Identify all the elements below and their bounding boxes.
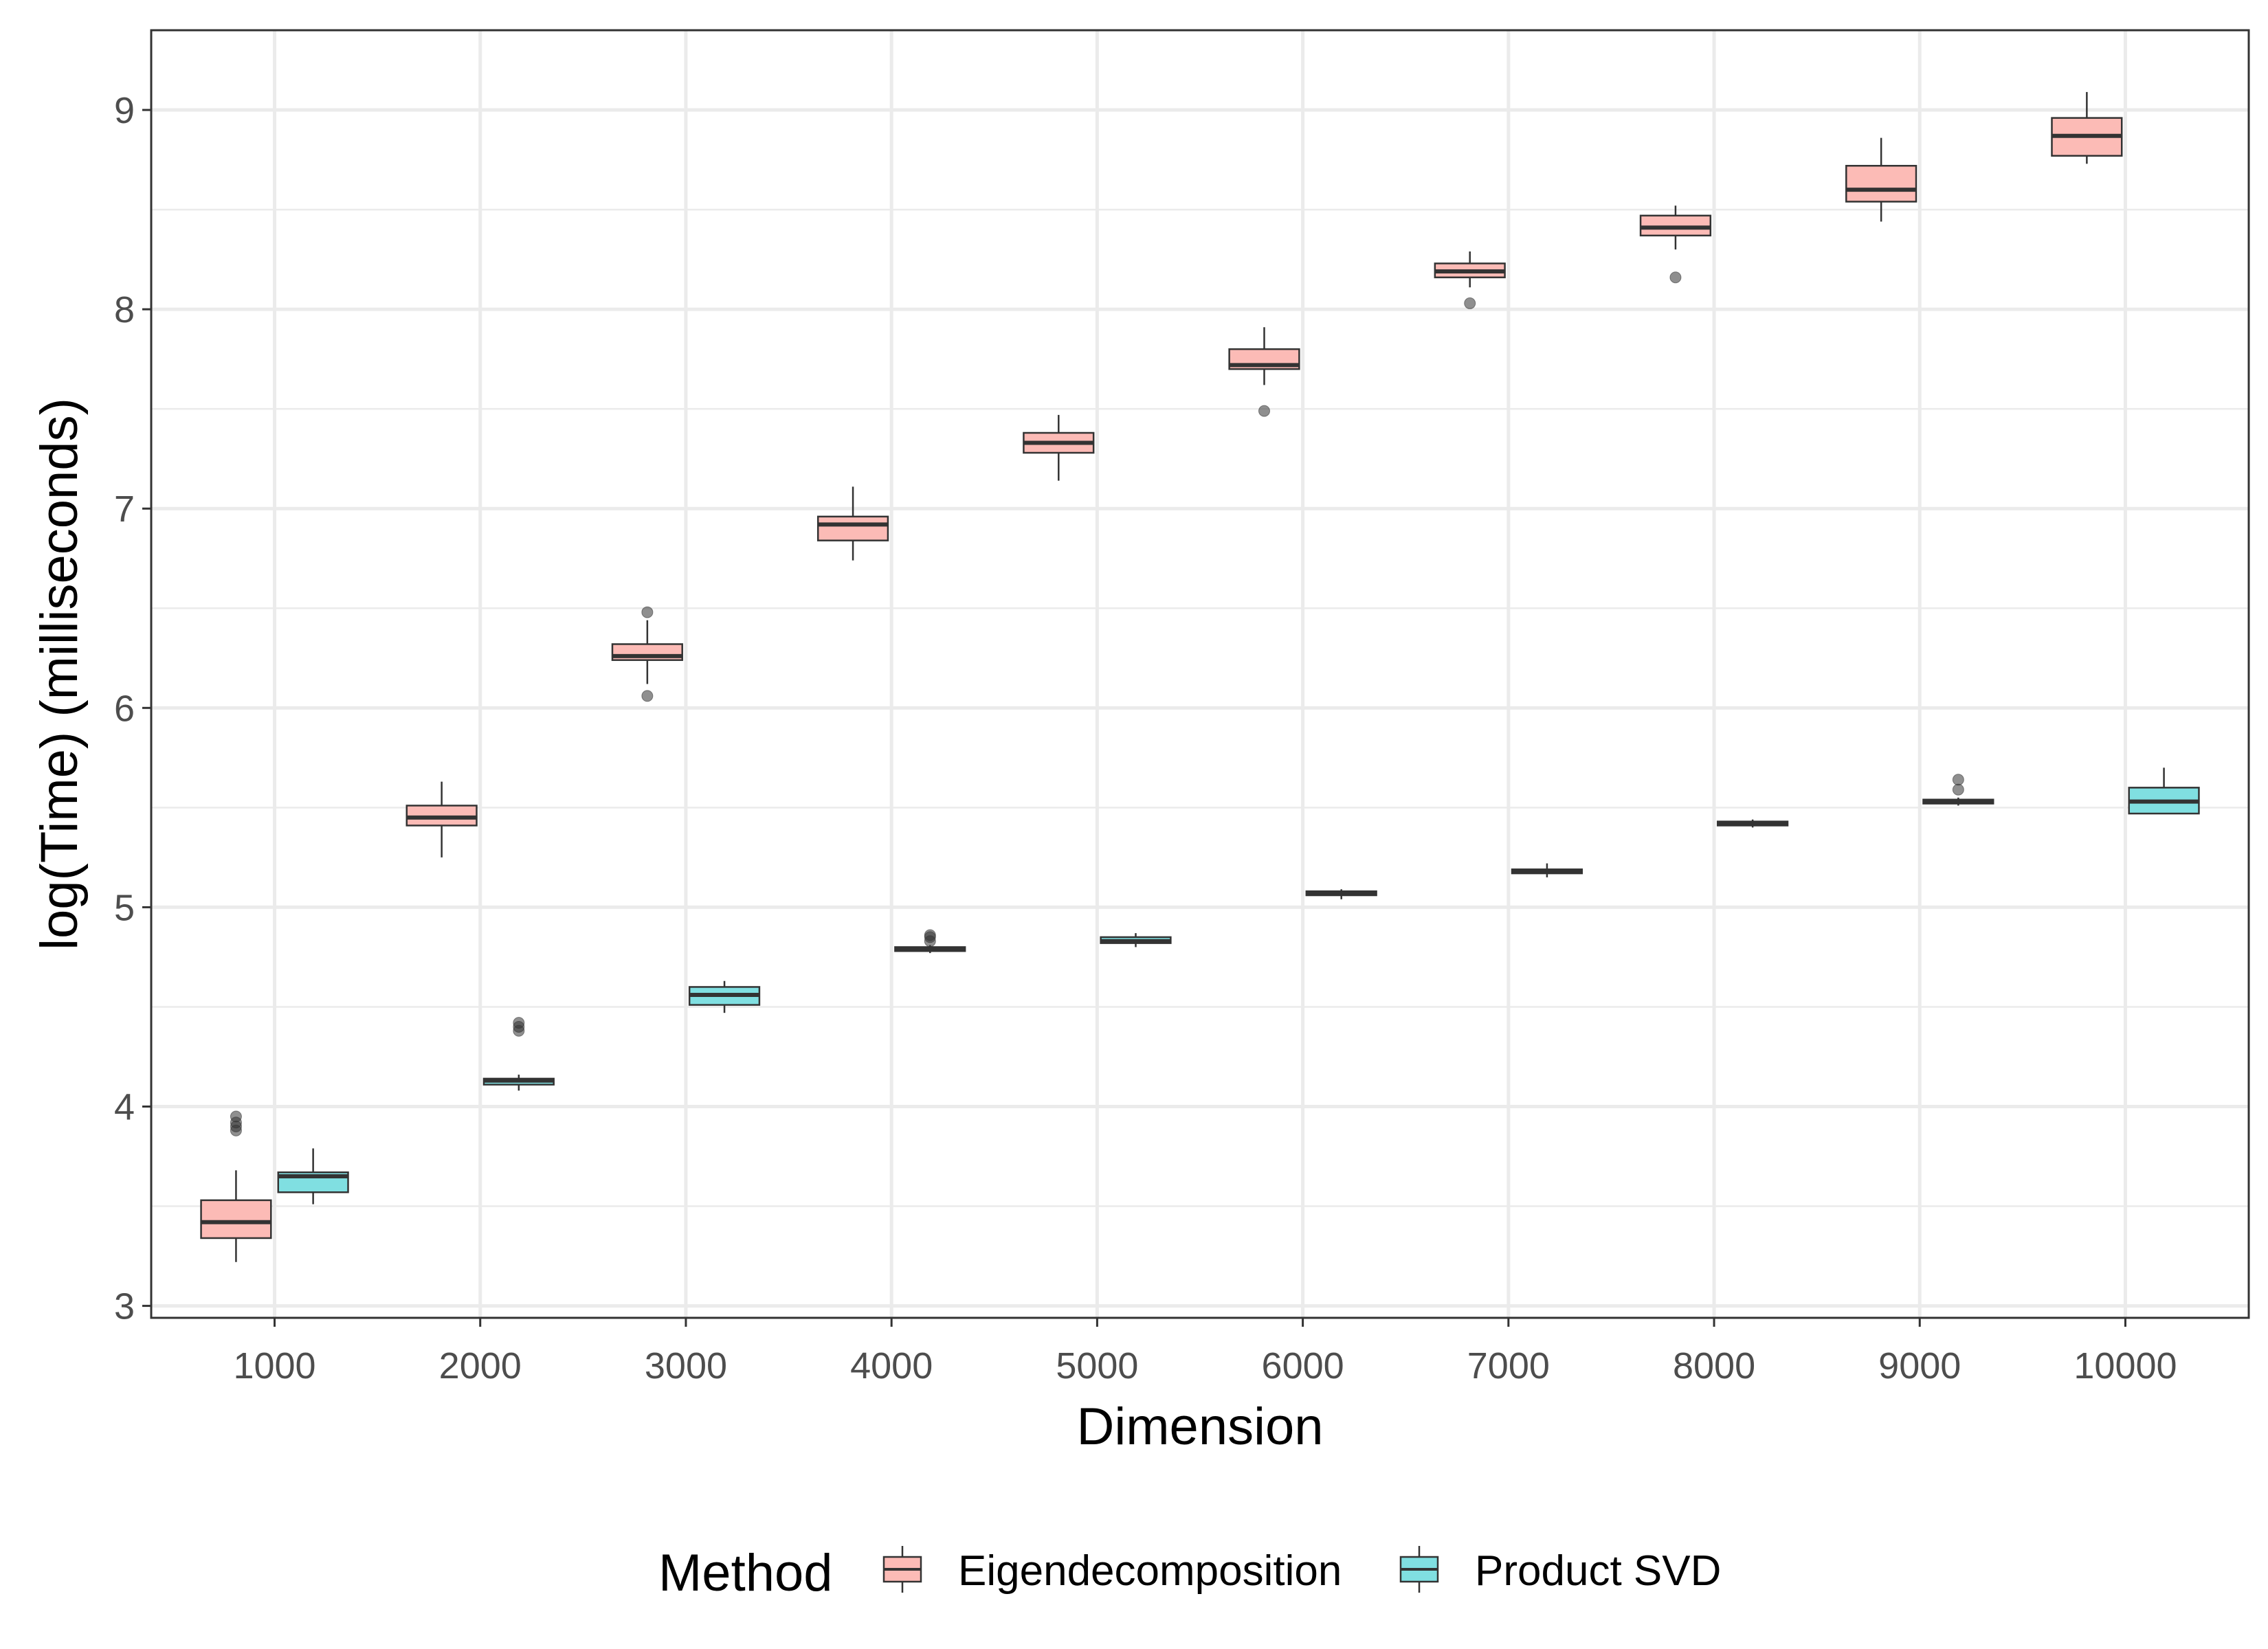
y-tick-label: 6 [114,688,135,729]
box-group [1100,933,1172,947]
legend-item: Eigendecomposition [882,1546,1342,1595]
box-group [1434,251,1506,309]
box-group [688,980,761,1013]
box-group [277,1148,349,1204]
x-tick-label: 9000 [1878,1345,1961,1387]
y-tick-label: 4 [114,1087,135,1128]
y-axis: 3 4 5 6 7 8 9 [114,90,151,1327]
y-tick-label: 5 [114,887,135,928]
x-tick-label: 5000 [1056,1345,1138,1387]
box [200,1199,272,1239]
box [1845,165,1917,203]
legend-label: Eigendecomposition [958,1547,1342,1595]
box-group [2128,767,2200,815]
y-tick-label: 3 [114,1286,135,1327]
outlier-point [513,1017,525,1029]
box-group [1305,889,1377,899]
box-group [1639,205,1712,284]
box-group [200,1110,272,1262]
panel-border [150,29,2250,1319]
outlier-point [1464,297,1476,309]
box-group [1023,414,1095,481]
x-tick-label: 8000 [1673,1345,1755,1387]
outlier-point [1669,271,1682,284]
box-group [1511,863,1583,877]
x-tick-label: 2000 [439,1345,522,1387]
x-tick-label: 4000 [850,1345,933,1387]
y-tick-label: 8 [114,289,135,330]
legend-label: Product SVD [1475,1547,1721,1595]
grid-lines [151,30,2249,1318]
outlier-point [1258,405,1271,417]
y-axis-title: log(Time) (milliseconds) [30,398,89,950]
box-group [894,929,966,954]
y-tick-label: 9 [114,90,135,131]
box-group [2051,91,2123,164]
y-tick-label: 7 [114,489,135,530]
outlier-point [230,1110,242,1123]
x-axis: 1000 2000 3000 4000 5000 6000 7000 8000 9000 1000… [233,1318,2177,1387]
legend-item: Product SVD [1399,1546,1721,1595]
x-tick-label: 6000 [1262,1345,1344,1387]
legend: Method Eigendecomposition Product SVD [658,1544,1721,1602]
outlier-point [641,606,654,618]
box-group [1922,774,1994,806]
outlier-point [1952,774,1964,786]
box-plots [200,91,2200,1262]
outlier-point [1952,783,1964,796]
box-group [611,606,683,702]
box-group [1845,137,1917,222]
x-tick-label: 7000 [1467,1345,1550,1387]
box-group [405,781,478,857]
box [816,515,889,541]
box-group [816,486,889,561]
x-tick-label: 1000 [233,1345,315,1387]
box-group [1717,819,1789,828]
outlier-point [924,929,936,941]
box-group [482,1017,555,1091]
legend-items: Eigendecomposition Product SVD [882,1546,1721,1595]
box-group [1228,327,1300,417]
x-axis-title: Dimension [1076,1398,1323,1456]
legend-title: Method [658,1544,833,1602]
outlier-point [641,690,654,702]
x-tick-label: 10000 [2074,1345,2177,1387]
x-tick-label: 3000 [645,1345,727,1387]
